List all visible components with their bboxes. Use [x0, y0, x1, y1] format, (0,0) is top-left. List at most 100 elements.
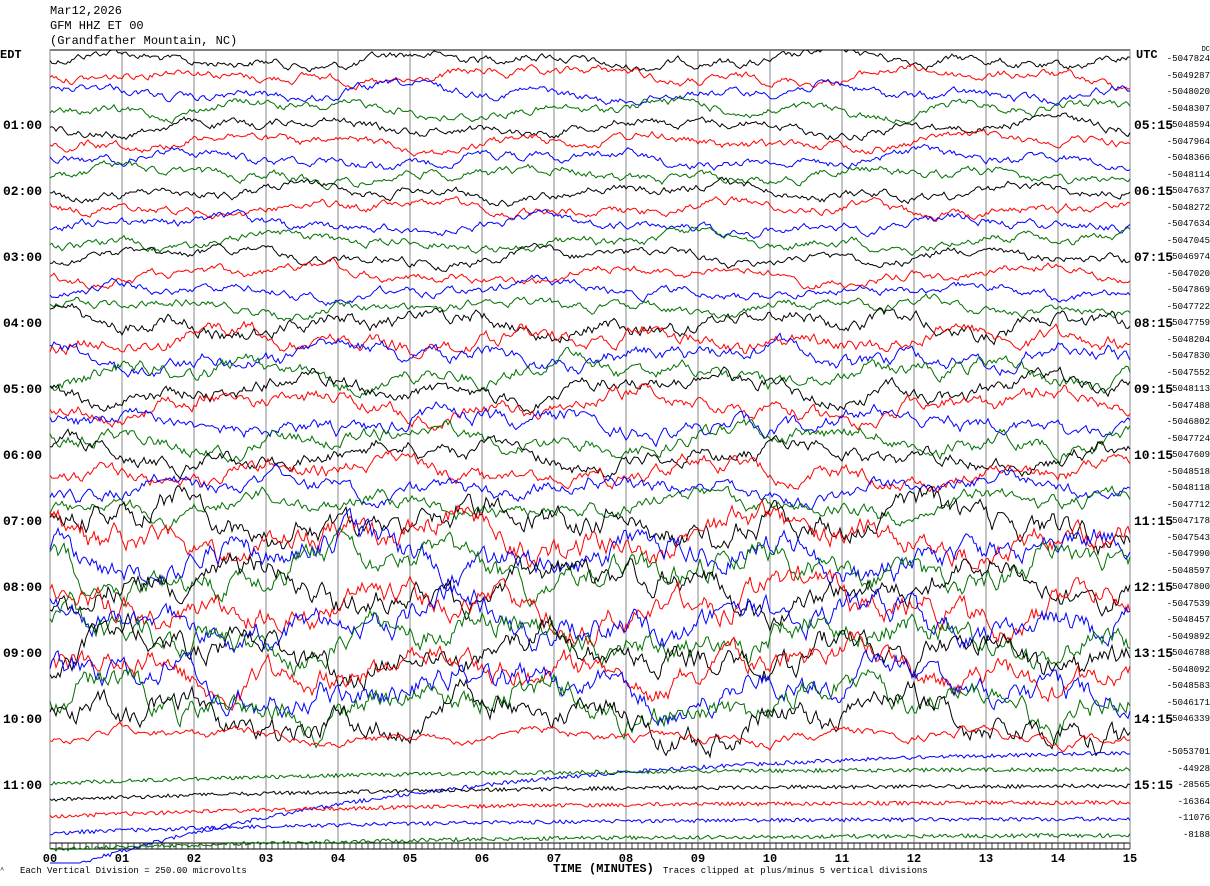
trace-line: [49, 484, 1131, 556]
trace-line: [49, 485, 1131, 531]
trace-line: [50, 176, 1131, 207]
dc-offset-label: -5047634: [1166, 219, 1210, 229]
trace-line: [49, 401, 1131, 448]
trace-line: [49, 63, 1131, 92]
x-tick-label: 13: [979, 852, 993, 866]
dc-offset-label: -5047712: [1166, 499, 1210, 510]
right-hour-label: 13:15: [1134, 646, 1174, 661]
trace-line: [49, 565, 1131, 648]
dc-offset-label: -5048113: [1166, 384, 1210, 394]
left-hour-label: 03:00: [3, 250, 43, 265]
dc-offset-label: -5048114: [1166, 169, 1210, 180]
dc-offset-label: -5047020: [1166, 268, 1210, 279]
dc-offset-label: -5047824: [1166, 54, 1210, 64]
left-hour-label: 09:00: [3, 646, 43, 661]
trace-line: [49, 667, 1131, 749]
dc-offset-label: -5047724: [1166, 433, 1210, 444]
dc-offset-label: -5048457: [1166, 615, 1210, 625]
trace-line: [49, 551, 1131, 633]
trace-line: [49, 678, 1131, 759]
dc-offset-label: -5047045: [1166, 235, 1210, 246]
dc-offset-label: -5047539: [1166, 598, 1210, 609]
trace-line: [49, 76, 1131, 106]
dc-label: DC: [1201, 46, 1210, 54]
dc-offset-label: -5048272: [1166, 202, 1210, 213]
dc-offset-label: -5047722: [1166, 301, 1210, 312]
trace-line: [49, 418, 1131, 465]
dc-offset-label: -5048020: [1166, 87, 1210, 97]
trace-line: [49, 144, 1131, 172]
trace-line: [49, 112, 1131, 142]
dc-offset-label: -5046802: [1166, 417, 1210, 427]
dc-offset-label: -5048307: [1166, 103, 1210, 114]
right-hour-label: 05:15: [1134, 118, 1174, 133]
dc-offset-label: -5049892: [1166, 631, 1210, 642]
dc-offset-label: -5048583: [1166, 681, 1210, 691]
dc-offset-label: -5047637: [1166, 186, 1210, 196]
left-hour-label: 06:00: [3, 448, 43, 463]
trace-line: [49, 612, 1131, 692]
x-tick-label: 00: [43, 852, 57, 866]
right-hour-label: 08:15: [1134, 316, 1174, 331]
right-hour-label: 11:15: [1134, 514, 1174, 529]
dc-offset-label: -5047178: [1166, 516, 1210, 526]
left-hour-label: 05:00: [3, 382, 43, 397]
trace-line: [49, 257, 1131, 291]
dc-offset-label: -5047800: [1166, 582, 1210, 592]
trace-line: [49, 160, 1131, 191]
trace-line: [49, 95, 1131, 125]
trace-line: [49, 302, 1131, 346]
dc-offset-label: -16364: [1177, 796, 1210, 807]
left-hour-label: 04:00: [3, 316, 43, 331]
trace-line: [49, 449, 1131, 494]
dc-offset-label: -5053701: [1166, 747, 1210, 757]
dc-offset-label: -5048366: [1166, 153, 1210, 163]
dc-offset-label: -5047830: [1166, 351, 1210, 361]
trace-line: [49, 832, 1131, 852]
trace-line: [49, 526, 1131, 608]
scale-icon: ^: [0, 867, 5, 875]
trace-line: [49, 649, 1131, 727]
x-tick-label: 14: [1051, 852, 1065, 866]
x-tick-label: 09: [691, 852, 705, 866]
dc-offset-label: -5047759: [1166, 318, 1210, 328]
trace-line: [49, 766, 1131, 786]
dc-offset-label: -5048518: [1166, 466, 1210, 477]
trace-line: [49, 293, 1131, 322]
dc-offset-label: -5047990: [1166, 549, 1210, 559]
x-tick-label: 07: [547, 852, 561, 866]
trace-line: [49, 783, 1131, 802]
x-tick-label: 02: [187, 852, 201, 866]
trace-line: [49, 382, 1131, 431]
trace-line: [49, 332, 1131, 378]
dc-offset-label: -5046171: [1166, 697, 1210, 708]
x-tick-label: 03: [259, 852, 273, 866]
dc-offset-label: -8188: [1182, 829, 1210, 840]
trace-line: [49, 346, 1131, 399]
x-tick-label: 10: [763, 852, 777, 866]
x-tick-label: 01: [115, 852, 129, 866]
dc-offset-label: -5047609: [1166, 450, 1210, 460]
trace-line: [49, 320, 1131, 360]
dc-offset-label: -5046974: [1166, 252, 1210, 262]
trace-line: [49, 128, 1131, 157]
trace-line: [49, 195, 1131, 223]
right-hour-label: 12:15: [1134, 580, 1174, 595]
trace-line: [50, 750, 1131, 864]
left-hour-label: 11:00: [3, 778, 43, 793]
trace-line: [49, 721, 1131, 752]
x-tick-label: 12: [907, 852, 921, 866]
dc-offset-label: -5047964: [1166, 136, 1210, 147]
dc-offset-label: -44928: [1177, 763, 1210, 774]
date-label: Mar12,2026: [50, 4, 123, 18]
right-hour-label: 09:15: [1134, 382, 1174, 397]
right-hour-label: 06:15: [1134, 184, 1174, 199]
x-tick-label: 05: [403, 852, 417, 866]
dc-offset-label: -11076: [1177, 813, 1210, 823]
left-hour-label: 10:00: [3, 712, 43, 727]
trace-line: [49, 226, 1131, 256]
dc-offset-label: -5049287: [1166, 70, 1210, 81]
trace-line: [49, 799, 1131, 819]
trace-line: [49, 208, 1131, 240]
